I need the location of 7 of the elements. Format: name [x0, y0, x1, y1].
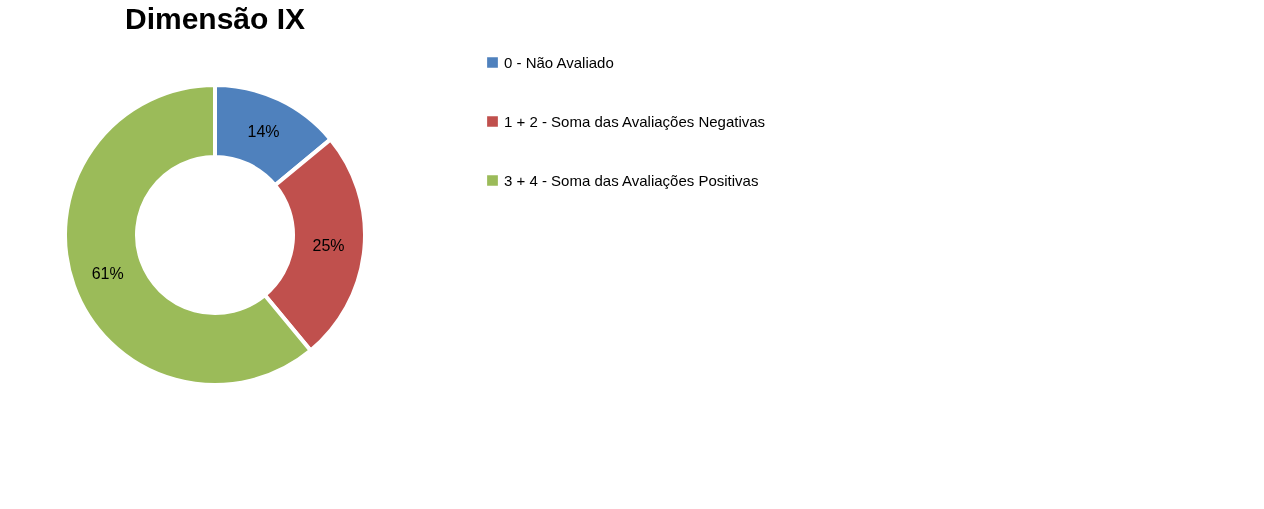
data-label: 14% — [247, 122, 280, 140]
legend-label: 3 + 4 - Soma das Avaliações Positivas — [504, 171, 759, 189]
data-label: 25% — [312, 236, 345, 254]
chart-title: Dimensão IX — [124, 2, 306, 35]
data-label: 61% — [91, 264, 124, 282]
legend-label: 1 + 2 - Soma das Avaliações Negativas — [504, 112, 766, 130]
legend-label: 0 - Não Avaliado — [504, 53, 614, 71]
